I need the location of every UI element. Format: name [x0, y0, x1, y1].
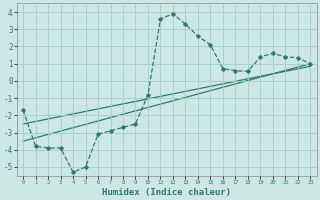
X-axis label: Humidex (Indice chaleur): Humidex (Indice chaleur): [102, 188, 231, 197]
